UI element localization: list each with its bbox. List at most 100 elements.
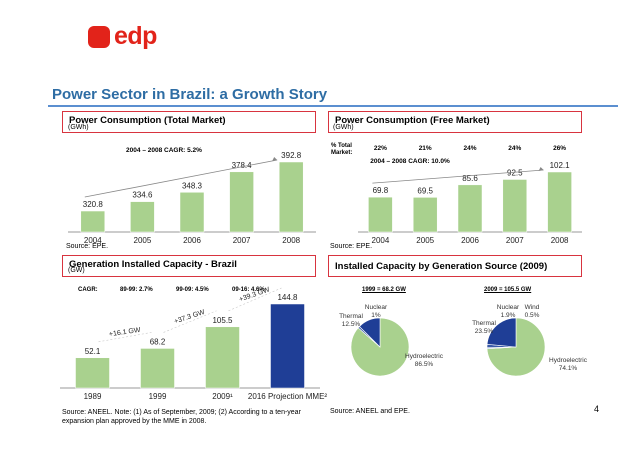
total-bar [278, 161, 304, 233]
pie1-slice-pct: 86.5% [415, 361, 434, 368]
free-share-label: 26% [553, 145, 566, 152]
capacity-cagr-label: CAGR: [78, 287, 98, 293]
free-tick-label: 2006 [461, 236, 479, 245]
panel-capacity-source: Source: ANEEL. Note: (1) As of September… [62, 409, 301, 425]
total-bar [179, 192, 205, 233]
pie1-slice-name: Nuclear [365, 304, 388, 311]
share-label: % Total Market: [331, 143, 353, 156]
capacity-value-label: 144.8 [277, 293, 298, 302]
pie1-slice-pct: 1% [371, 312, 381, 319]
free-trend-arrowhead [538, 167, 544, 171]
free-share-label: 21% [419, 145, 432, 152]
panel-total-header: Power Consumption (Total Market) [62, 111, 316, 133]
capacity-bar [75, 357, 110, 389]
slide-title: Power Sector in Brazil: a Growth Story [52, 86, 328, 103]
pie2-slice-name: Hydroelectric [549, 357, 588, 364]
page-number: 4 [594, 404, 600, 414]
pie2-slice-pct: 74.1% [559, 365, 578, 372]
edp-logo-text: edp [114, 22, 157, 50]
capacity-tick-label: 2016 Projection MME² [248, 392, 327, 401]
capacity-bar [140, 348, 175, 389]
total-bar [130, 201, 155, 233]
free-cagr-label: 2004 – 2008 CAGR: 10.0% [370, 158, 450, 165]
panel-free-header: Power Consumption (Free Market) [328, 111, 582, 133]
panel-bysource-title: Installed Capacity by Generation Source … [335, 261, 548, 272]
total-value-label: 378.4 [232, 161, 253, 170]
total-value-label: 320.8 [83, 200, 104, 209]
free-tick-label: 2008 [551, 236, 569, 245]
pie1-slice-name: Hydroelectric [405, 353, 444, 360]
pie2-slice [486, 317, 546, 377]
total-value-label: 334.6 [132, 191, 153, 200]
total-bar [80, 210, 106, 233]
capacity-growth-guide [98, 332, 152, 343]
capacity-cagr-1: 89-99: 2.7% [120, 287, 153, 293]
capacity-growth-label: +16.1 GW [109, 327, 142, 339]
total-tick-label: 2006 [183, 236, 201, 245]
pie2-slice [486, 317, 517, 348]
title-divider [48, 105, 618, 107]
capacity-bar [205, 326, 240, 389]
panel-free-title: Power Consumption (Free Market) [335, 115, 490, 126]
free-bar [502, 179, 528, 233]
capacity-tick-label: 1989 [84, 392, 102, 401]
pie2-slice-name: Wind [525, 304, 540, 311]
capacity-bar [270, 303, 305, 389]
free-share-label: 22% [374, 145, 387, 152]
panel-free-source: Source: EPE. [330, 243, 373, 250]
pie2-slice-pct: 23.5% [475, 328, 494, 335]
free-share-label: 24% [508, 145, 521, 152]
free-bar [547, 171, 572, 233]
free-share-label: 24% [463, 145, 476, 152]
pie1-slice-name: Thermal [339, 313, 363, 320]
capacity-tick-label: 2009¹ [212, 392, 233, 401]
capacity-cagr-2: 99-09: 4.5% [176, 287, 209, 293]
total-trend-arrow [84, 159, 278, 198]
free-bar [368, 196, 393, 233]
panel-total-title: Power Consumption (Total Market) [69, 115, 226, 126]
pie2-slice-pct: 0.5% [525, 312, 540, 319]
panel-total-unit: (GWh) [68, 124, 89, 131]
capacity-growth-guide [228, 287, 282, 312]
free-bar [412, 197, 438, 233]
free-value-label: 69.5 [417, 186, 433, 195]
free-value-label: 102.1 [550, 161, 571, 170]
capacity-tick-label: 1999 [149, 392, 167, 401]
total-tick-label: 2004 [84, 236, 102, 245]
pie2-slice-name: Thermal [472, 320, 496, 327]
capacity-growth-guide [163, 310, 217, 333]
total-tick-label: 2007 [233, 236, 251, 245]
free-value-label: 69.8 [373, 186, 389, 195]
panel-free-unit: (GWh) [333, 124, 354, 131]
panel-capacity-title: Generation Installed Capacity - Brazil [69, 259, 237, 270]
total-bar [229, 171, 254, 233]
free-bar [457, 184, 483, 233]
free-tick-label: 2004 [372, 236, 390, 245]
pie1-title: 1999 = 68.2 GW [362, 287, 406, 293]
free-trend-arrow [372, 169, 544, 184]
total-tick-label: 2005 [134, 236, 152, 245]
total-tick-label: 2008 [282, 236, 300, 245]
panel-total-source: Source: EPE. [66, 243, 109, 250]
pie2-title: 2009 = 105.5 GW [484, 287, 532, 293]
total-value-label: 348.3 [182, 181, 203, 190]
capacity-cagr-3: 09-16: 4.6% [232, 287, 265, 293]
edp-logo-icon [88, 26, 110, 48]
pie2-slice-pct: 1.9% [501, 312, 516, 319]
total-cagr-label: 2004 – 2008 CAGR: 5.2% [126, 147, 202, 154]
panel-bysource-source: Source: ANEEL and EPE. [330, 408, 410, 415]
capacity-value-label: 68.2 [150, 337, 166, 346]
pie1-slice-pct: 12.5% [342, 321, 361, 328]
capacity-value-label: 105.5 [212, 316, 233, 325]
pie1-slice [359, 317, 381, 348]
total-value-label: 392.8 [281, 151, 302, 160]
capacity-value-label: 52.1 [85, 347, 101, 356]
free-value-label: 85.6 [462, 174, 478, 183]
free-tick-label: 2007 [506, 236, 524, 245]
panel-capacity-header: Generation Installed Capacity - Brazil [62, 255, 316, 277]
panel-capacity-unit: (GW) [68, 267, 85, 274]
free-tick-label: 2005 [416, 236, 434, 245]
pie2-slice-name: Nuclear [497, 304, 520, 311]
free-value-label: 92.5 [507, 168, 523, 177]
panel-bysource-header: Installed Capacity by Generation Source … [328, 255, 582, 277]
